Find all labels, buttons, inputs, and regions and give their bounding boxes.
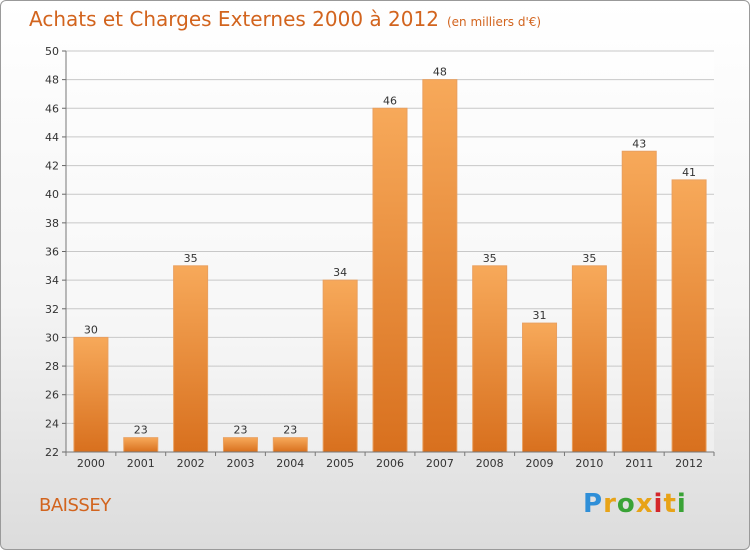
x-tick-label: 2001 [127,457,155,470]
bar [322,279,358,453]
chart-title: Achats et Charges Externes 2000 à 2012 [29,7,439,31]
logo-letter: r [603,489,617,519]
bar [123,437,159,453]
y-tick-label: 26 [45,389,59,402]
chart-subtitle: (en milliers d'€) [446,15,542,29]
data-label: 46 [383,94,397,107]
x-tick-label: 2003 [226,457,254,470]
data-label: 48 [433,66,447,79]
bar [272,437,308,453]
data-label: 34 [333,266,347,279]
x-tick-label: 2011 [625,457,653,470]
logo-letter: i [653,489,664,519]
data-label: 30 [84,323,98,336]
x-tick-label: 2000 [77,457,105,470]
data-label: 35 [582,252,596,265]
bar [372,107,408,453]
data-label: 43 [632,137,646,150]
bar [472,265,508,453]
y-tick-label: 32 [45,303,59,316]
data-label: 31 [533,309,547,322]
proxiti-logo[interactable]: Proxiti [583,489,687,519]
data-label: 41 [682,166,696,179]
x-tick-label: 2008 [476,457,504,470]
logo-letter: o [616,489,636,519]
data-label: 23 [233,424,247,437]
bar [422,79,458,453]
x-tick-label: 2006 [376,457,404,470]
chart-title-block: Achats et Charges Externes 2000 à 2012 (e… [29,7,541,31]
bar [73,336,109,453]
logo-letter: t [663,489,677,519]
y-tick-label: 36 [45,246,59,259]
y-tick-label: 44 [45,131,59,144]
y-tick-label: 40 [45,188,59,201]
data-label: 23 [283,424,297,437]
bar [222,437,258,453]
y-tick-label: 22 [45,446,59,459]
bar [671,179,707,453]
x-tick-label: 2007 [426,457,454,470]
place-name: BAISSEY [39,495,111,516]
bar [621,150,657,453]
x-tick-label: 2005 [326,457,354,470]
bar [571,265,607,453]
y-tick-label: 28 [45,360,59,373]
x-tick-label: 2009 [526,457,554,470]
data-label: 23 [134,424,148,437]
y-tick-label: 48 [45,74,59,87]
bar [522,322,558,453]
y-tick-label: 46 [45,102,59,115]
y-tick-label: 42 [45,160,59,173]
data-label: 35 [483,252,497,265]
x-tick-label: 2012 [675,457,703,470]
y-tick-label: 24 [45,417,59,430]
logo-letter: i [676,489,687,519]
x-tick-label: 2002 [177,457,205,470]
data-label: 35 [184,252,198,265]
y-tick-label: 30 [45,331,59,344]
x-tick-label: 2010 [575,457,603,470]
bar [173,265,209,453]
logo-letter: x [635,489,654,519]
x-tick-label: 2004 [276,457,304,470]
y-tick-label: 34 [45,274,59,287]
bars: 30 23 35 23 23 34 46 48 35 31 35 43 41 [73,66,707,453]
axes: 22 24 26 28 30 32 34 36 38 40 42 44 46 48 50 2000 2001 20… [45,45,715,470]
y-tick-label: 50 [45,45,59,58]
logo-letter: P [583,489,604,519]
y-tick-label: 38 [45,217,59,230]
